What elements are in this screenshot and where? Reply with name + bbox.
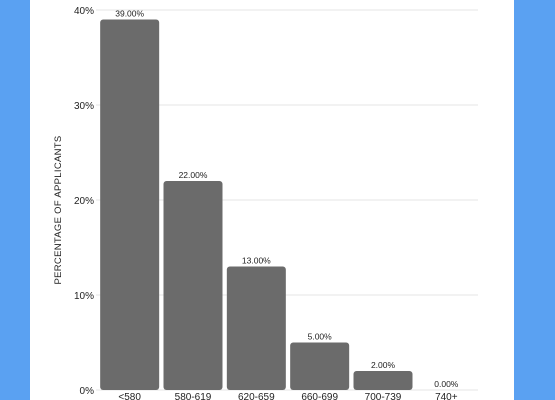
x-tick-label: <580	[118, 392, 141, 400]
data-label: 0.00%	[434, 379, 459, 389]
x-tick-label: 740+	[435, 392, 458, 400]
y-tick-label: 0%	[80, 386, 95, 397]
data-label: 13.00%	[242, 256, 271, 266]
data-labels: 39.00% 22.00% 13.00% 5.00% 2.00% 0.00%	[115, 9, 459, 390]
x-tick-label: 620-659	[238, 392, 275, 400]
x-tick-label: 580-619	[175, 392, 212, 400]
y-axis-ticks: 0% 10% 20% 30% 40%	[74, 6, 94, 397]
y-tick-label: 10%	[74, 291, 94, 302]
data-label: 5.00%	[308, 332, 333, 342]
x-tick-label: 700-739	[365, 392, 402, 400]
bar	[163, 181, 223, 390]
x-axis-ticks: <580 580-619 620-659 660-699 700-739 740+	[118, 392, 457, 400]
y-tick-label: 30%	[74, 101, 94, 112]
x-tick-label: 660-699	[301, 392, 338, 400]
y-tick-label: 40%	[74, 6, 94, 17]
data-label: 39.00%	[115, 9, 144, 19]
y-tick-label: 20%	[74, 196, 94, 207]
bar	[290, 342, 350, 390]
grid-lines	[96, 9, 478, 391]
bar	[226, 266, 286, 390]
bars	[100, 19, 413, 390]
bar	[353, 371, 413, 390]
data-label: 2.00%	[371, 360, 396, 370]
data-label: 22.00%	[179, 170, 208, 180]
y-axis-label: PERCENTAGE OF APPLICANTS	[53, 135, 64, 284]
bar	[100, 19, 160, 390]
